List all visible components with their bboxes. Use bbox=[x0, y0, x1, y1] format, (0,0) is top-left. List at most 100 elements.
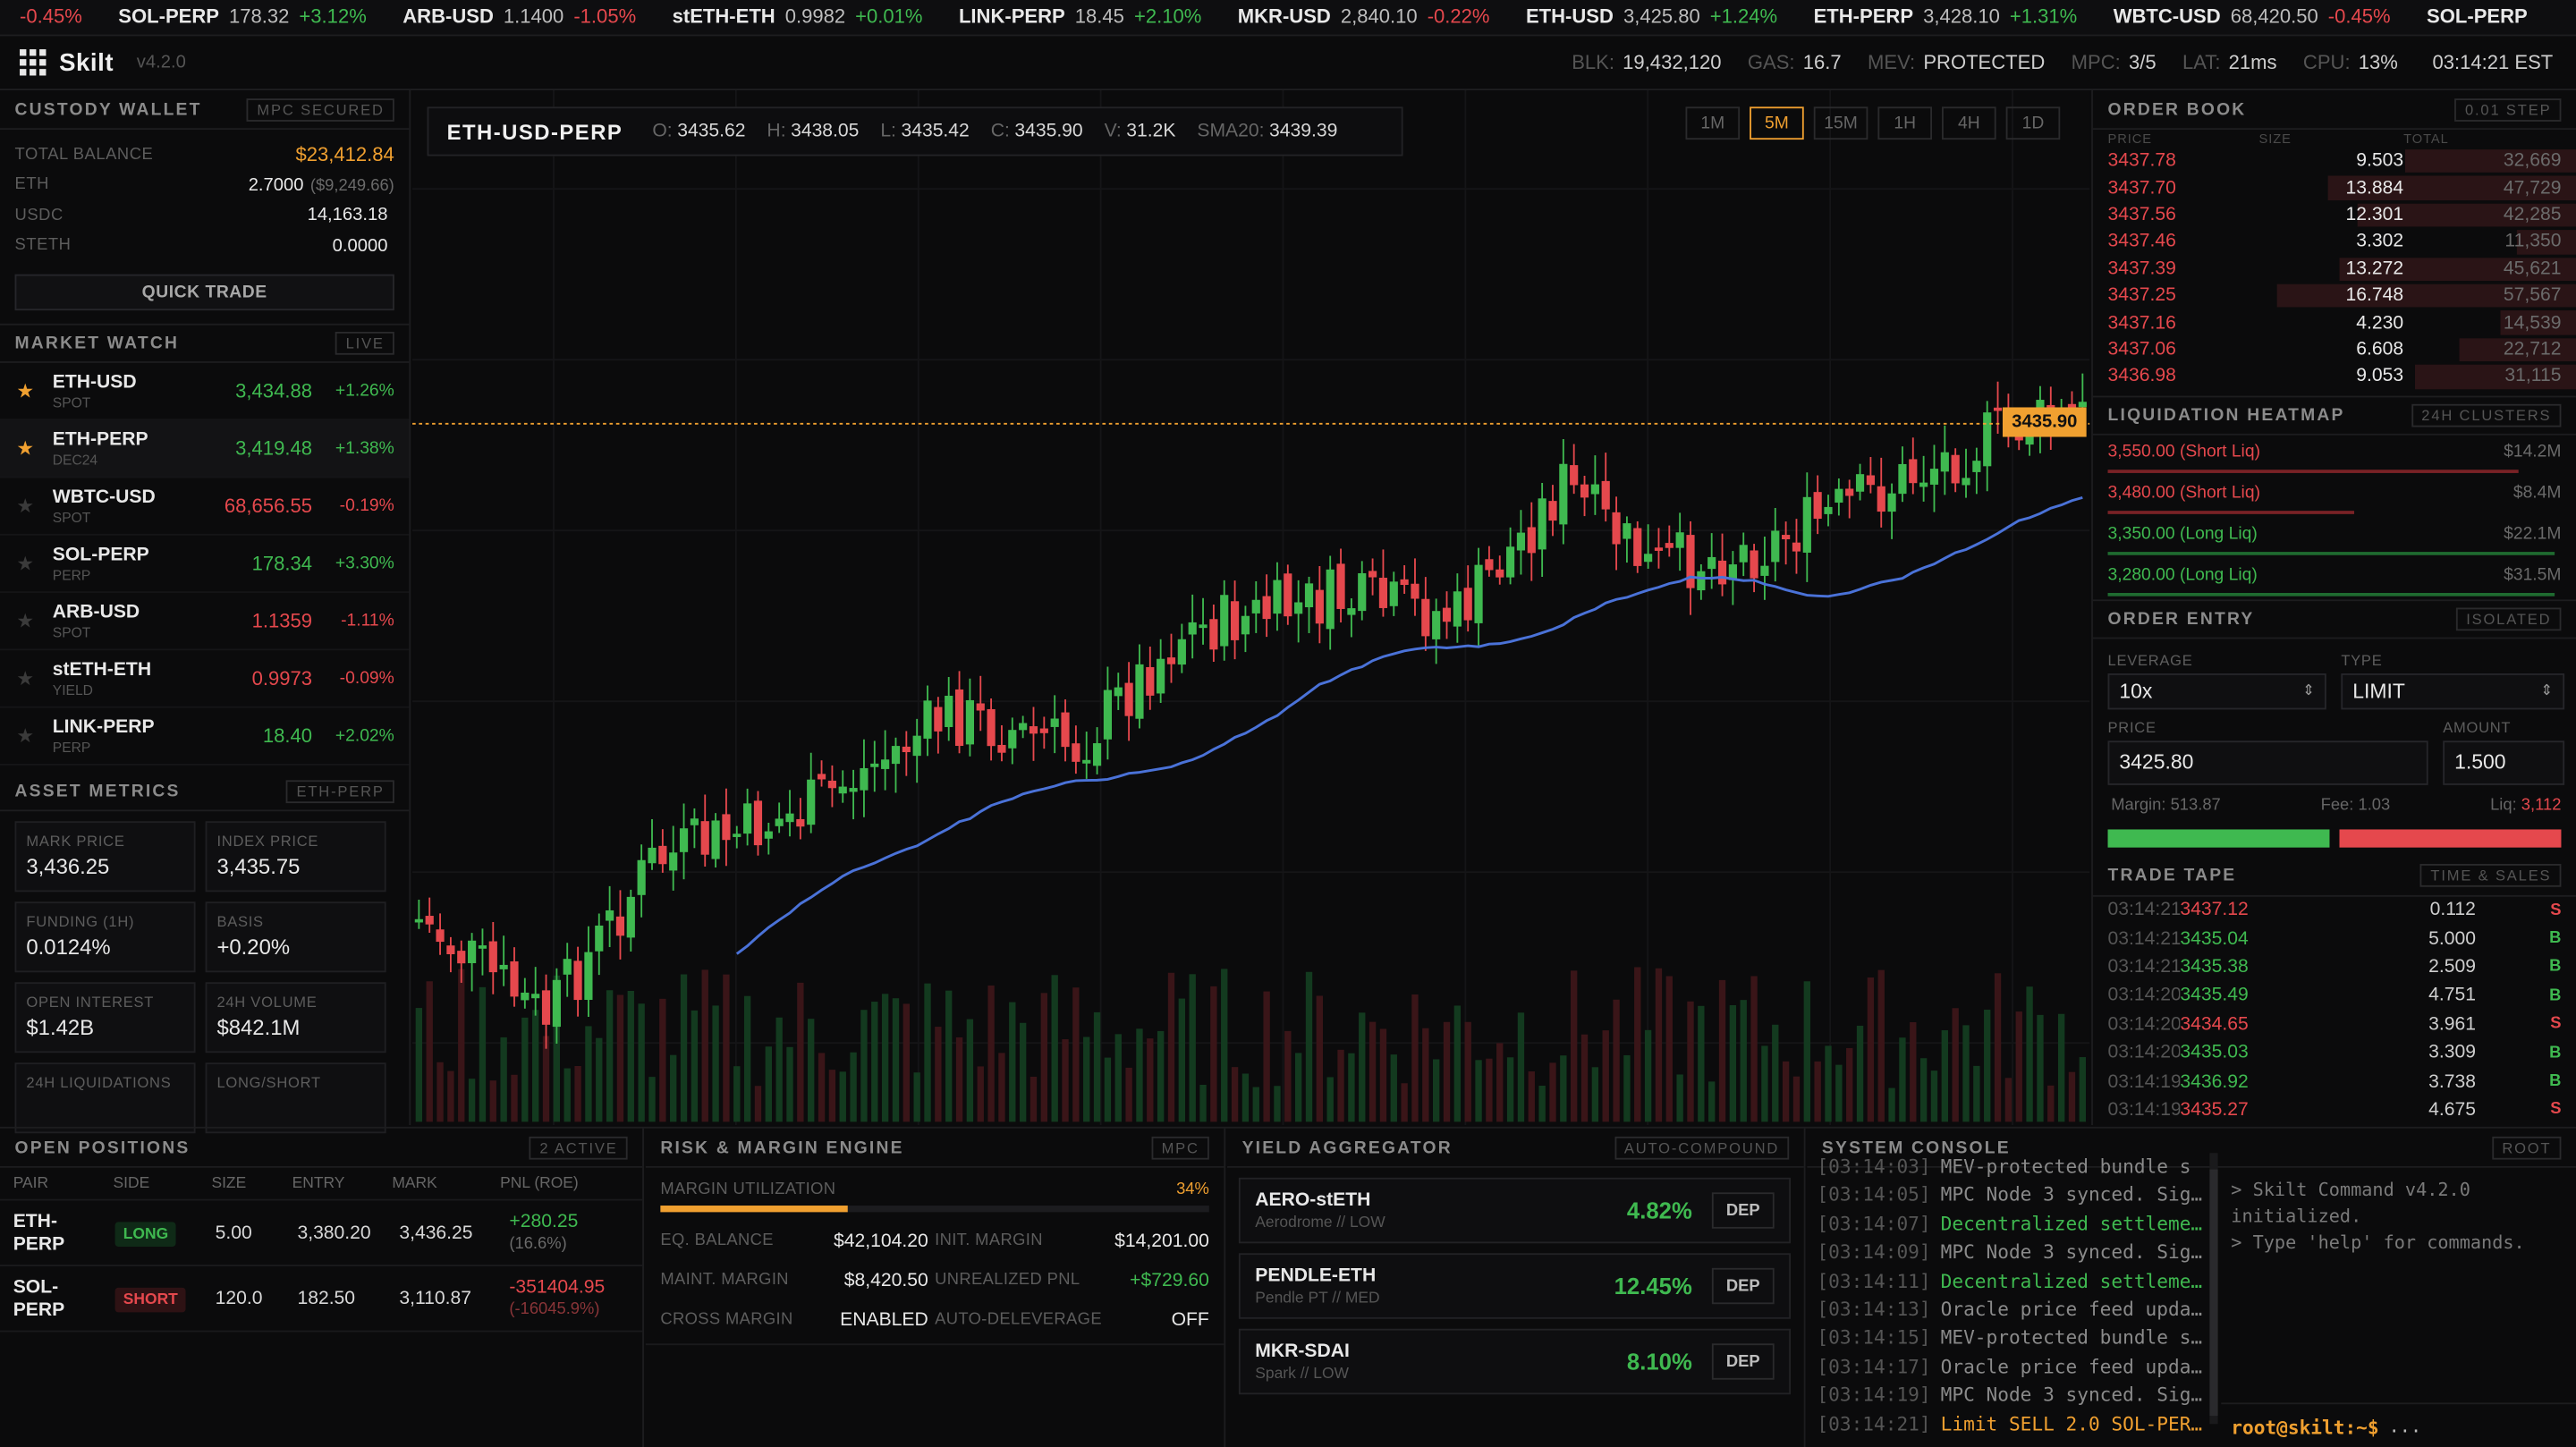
volume-bar bbox=[955, 1037, 963, 1122]
candle-body bbox=[1072, 743, 1080, 762]
ticker-item[interactable]: stETH-ETH 0.9982 +0.01% bbox=[673, 0, 923, 35]
market-watch-row[interactable]: ★ SOL-PERP PERP 178.34 +3.30% bbox=[0, 536, 410, 593]
deposit-button[interactable]: DEP bbox=[1711, 1343, 1775, 1380]
price-input[interactable]: 3425.80 bbox=[2107, 740, 2428, 784]
order-book-ask-row[interactable]: 3437.70 13.884 47,729 bbox=[2093, 174, 2576, 201]
ticker-item[interactable]: ETH-PERP 3,428.10 +1.31% bbox=[1814, 0, 2078, 35]
timeframe-1d[interactable]: 1D bbox=[2005, 106, 2061, 140]
market-watch-row[interactable]: ★ LINK-PERP PERP 18.40 +2.02% bbox=[0, 708, 410, 766]
star-icon[interactable]: ★ bbox=[16, 724, 35, 748]
price-chart[interactable]: ETH-USD-PERP O: 3435.62 H: 3438.05 L: 3435.… bbox=[412, 90, 2090, 1126]
candle-body bbox=[1251, 599, 1260, 613]
command-prompt[interactable]: root@skilt:~$ ... bbox=[2221, 1402, 2576, 1447]
candle-body bbox=[690, 818, 699, 825]
market-watch-row[interactable]: ★ stETH-ETH YIELD 0.9973 -0.09% bbox=[0, 650, 410, 708]
star-icon[interactable]: ★ bbox=[16, 494, 35, 518]
order-book-ask-row[interactable]: 3437.06 6.608 22,712 bbox=[2093, 336, 2576, 363]
candle-body bbox=[658, 845, 667, 865]
position-row[interactable]: SOL- PERP SHORT 120.0 182.50 3,110.87 -351404.… bbox=[0, 1266, 643, 1333]
ask-total: 22,712 bbox=[2503, 340, 2562, 360]
volume-bar bbox=[1835, 1064, 1843, 1122]
candle-body bbox=[1157, 658, 1165, 694]
ticker-change: +1.24% bbox=[1709, 4, 1778, 29]
buy-button[interactable] bbox=[2107, 828, 2330, 847]
timeframe-1h[interactable]: 1H bbox=[1877, 106, 1932, 140]
star-icon[interactable]: ★ bbox=[16, 436, 35, 461]
candlestick-chart[interactable] bbox=[412, 90, 2090, 1126]
market-watch-tag: LIVE bbox=[335, 331, 394, 355]
volume-bar bbox=[1274, 1086, 1281, 1122]
quick-trade-button[interactable]: QUICK TRADE bbox=[14, 274, 394, 311]
margin-utilization: MARGIN UTILIZATION 34% bbox=[646, 1168, 1224, 1213]
market-symbol-name: ETH-PERP bbox=[52, 429, 148, 450]
deposit-button[interactable]: DEP bbox=[1711, 1267, 1775, 1305]
metric-cell: 24H VOLUME $842.1M bbox=[205, 982, 386, 1054]
ticker-item[interactable]: SOL-PERP bbox=[2427, 0, 2547, 35]
candle-body bbox=[785, 813, 794, 823]
star-icon[interactable]: ★ bbox=[16, 552, 35, 575]
volume-label: V: bbox=[1104, 121, 1122, 141]
ticker-item[interactable]: WBTC-USD 68,420.50 -0.45% bbox=[2114, 0, 2391, 35]
timeframe-1m[interactable]: 1M bbox=[1685, 106, 1741, 140]
sell-button[interactable] bbox=[2339, 828, 2562, 847]
candle-body bbox=[1951, 454, 1960, 484]
timeframe-15m[interactable]: 15M bbox=[1813, 106, 1868, 140]
order-type-select[interactable]: LIMIT ⇕ bbox=[2341, 673, 2565, 709]
candle-body bbox=[849, 788, 858, 792]
market-watch-row[interactable]: ★ ETH-PERP DEC24 3,419.48 +1.38% bbox=[0, 420, 410, 478]
deposit-button[interactable]: DEP bbox=[1711, 1192, 1775, 1229]
console-message: MEV-protected bundle s… bbox=[1940, 1325, 2203, 1350]
ticker-item[interactable]: ARB-USD 1.1400 -1.05% bbox=[402, 0, 636, 35]
chart-symbol: ETH-USD-PERP bbox=[446, 119, 623, 144]
market-watch-row[interactable]: ★ ARB-USD SPOT 1.1359 -1.11% bbox=[0, 593, 410, 651]
ask-size: 12.301 bbox=[2345, 205, 2404, 225]
star-icon[interactable]: ★ bbox=[16, 666, 35, 690]
margin-mode-tag[interactable]: ISOLATED bbox=[2456, 606, 2562, 630]
volume-bar bbox=[1390, 1054, 1397, 1122]
app-logo[interactable]: Skilt v4.2.0 bbox=[20, 48, 186, 76]
ticker-item[interactable]: SOL-PERP 178.32 +3.12% bbox=[118, 0, 367, 35]
ticker-item[interactable]: LINK-PERP 18.45 +2.10% bbox=[959, 0, 1201, 35]
order-book-ask-row[interactable]: 3437.46 3.302 11,350 bbox=[2093, 229, 2576, 256]
liquidation-row: 3,280.00 (Long Liq) $31.5M bbox=[2093, 558, 2576, 599]
ticker-item[interactable]: ETH-USD 3,425.80 +1.24% bbox=[1526, 0, 1777, 35]
order-book-step[interactable]: 0.01 STEP bbox=[2454, 97, 2562, 121]
order-book-ask-row[interactable]: 3436.98 9.053 31,115 bbox=[2093, 363, 2576, 390]
star-icon[interactable]: ★ bbox=[16, 379, 35, 402]
ticker-change: +2.10% bbox=[1133, 4, 1202, 29]
leverage-select[interactable]: 10x ⇕ bbox=[2107, 673, 2326, 709]
volume-bar bbox=[447, 1070, 454, 1122]
console-scrollbar[interactable] bbox=[2209, 1153, 2218, 1425]
star-icon[interactable]: ★ bbox=[16, 609, 35, 633]
candle-body bbox=[1929, 469, 1939, 485]
order-book-ask-row[interactable]: 3437.25 16.748 57,567 bbox=[2093, 283, 2576, 309]
amount-input[interactable]: 1.500 bbox=[2443, 740, 2565, 784]
volume-bar bbox=[1538, 1085, 1546, 1122]
candle-body bbox=[478, 945, 487, 949]
volume-bar bbox=[1475, 1060, 1482, 1122]
market-watch-row[interactable]: ★ WBTC-USD SPOT 68,656.55 -0.19% bbox=[0, 478, 410, 536]
stat-item: CPU: 13% bbox=[2303, 51, 2398, 74]
position-row[interactable]: ETH- PERP LONG 5.00 3,380.20 3,436.25 +280.25 (… bbox=[0, 1201, 643, 1266]
market-symbol: LINK-PERP PERP bbox=[53, 717, 181, 755]
order-book-ask-row[interactable]: 3437.56 12.301 42,285 bbox=[2093, 201, 2576, 228]
metric-value: 0.0124% bbox=[26, 934, 111, 960]
metric-label: BASIS bbox=[216, 913, 264, 930]
trade-tape-list: 03:14:21 3437.12 0.112 S 03:14:21 3435.04 5.00… bbox=[2093, 896, 2576, 1125]
apps-grid-icon[interactable] bbox=[20, 49, 47, 76]
trade-side: B bbox=[2549, 1072, 2562, 1091]
timeframe-5m[interactable]: 5M bbox=[1750, 106, 1804, 140]
command-terminal[interactable]: > Skilt Command v4.2.0 initialized. > Type… bbox=[2221, 1168, 2576, 1447]
ticker-item[interactable]: MKR-USD 2,840.10 -0.22% bbox=[1238, 0, 1490, 35]
volume-bar bbox=[585, 1026, 592, 1122]
order-book-ask-row[interactable]: 3437.16 4.230 14,539 bbox=[2093, 309, 2576, 336]
order-book-ask-row[interactable]: 3437.78 9.503 32,669 bbox=[2093, 148, 2576, 174]
candle-body bbox=[679, 828, 689, 852]
order-book-ask-row[interactable]: 3437.39 13.272 45,621 bbox=[2093, 256, 2576, 283]
market-price: 68,656.55 bbox=[224, 494, 312, 518]
market-watch-row[interactable]: ★ ETH-USD SPOT 3,434.88 +1.26% bbox=[0, 363, 410, 421]
timeframe-4h[interactable]: 4H bbox=[1942, 106, 1996, 140]
command-input[interactable]: ... bbox=[2388, 1416, 2422, 1437]
ask-total: 31,115 bbox=[2504, 367, 2562, 387]
ticker-item[interactable]: -0.45% bbox=[0, 0, 82, 35]
